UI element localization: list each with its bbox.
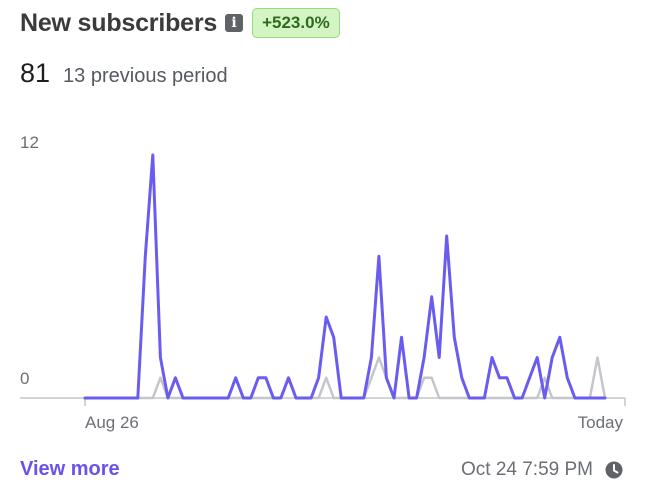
x-tick-label: Aug 26 bbox=[85, 413, 139, 432]
series-line-current bbox=[83, 153, 607, 400]
metric-value: 81 bbox=[20, 58, 51, 88]
card-header: New subscribers i +523.0% bbox=[20, 8, 340, 38]
clock-icon[interactable] bbox=[605, 461, 623, 479]
x-tick-label: Today bbox=[578, 413, 624, 432]
card-title: New subscribers bbox=[20, 8, 218, 37]
metric-row: 81 13 previous period bbox=[20, 58, 228, 89]
y-tick-label: 12 bbox=[20, 133, 39, 152]
y-tick-label: 0 bbox=[20, 369, 29, 388]
last-updated-timestamp: Oct 24 7:59 PM bbox=[460, 459, 593, 480]
change-badge: +523.0% bbox=[252, 8, 340, 38]
view-more-link[interactable]: View more bbox=[20, 458, 120, 480]
info-icon[interactable]: i bbox=[225, 14, 244, 32]
metric-previous-period: 13 previous period bbox=[63, 65, 228, 87]
subscribers-line-chart: 12 0 Aug 26 Today bbox=[20, 133, 626, 432]
